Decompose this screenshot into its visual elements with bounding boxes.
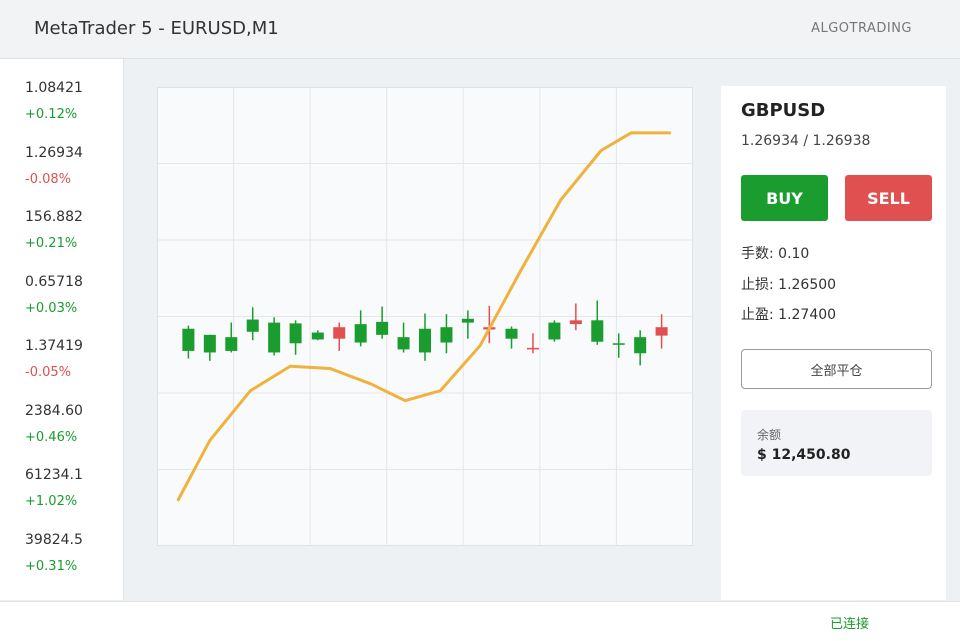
symbol: GBPUSD — [741, 100, 826, 121]
candle-body — [397, 337, 410, 350]
order-field: 手数: 0.10 — [741, 246, 810, 262]
header: MetaTrader 5 - EURUSD,M1 ALGOTRADING — [0, 0, 960, 59]
order-field: 止损: 1.26500 — [741, 276, 837, 293]
candle-body — [461, 318, 474, 323]
candle-body — [203, 334, 216, 353]
candle-body — [182, 328, 195, 351]
watch-price[interactable]: 39824.5 — [25, 531, 83, 548]
candle-body — [354, 324, 367, 343]
watch-price[interactable]: 2384.60 — [25, 402, 83, 419]
chart — [157, 87, 693, 546]
watch-change: -0.08% — [25, 171, 71, 187]
watch-change: +0.03% — [25, 300, 78, 316]
candle-body — [268, 322, 281, 353]
candle-body — [655, 327, 668, 336]
watchlist: 1.08421 +0.12% 1.26934 -0.08% 156.882 +0.21% 0… — [0, 59, 124, 600]
candle-body — [440, 327, 453, 343]
watch-price[interactable]: 1.26934 — [25, 144, 83, 161]
candle-body — [548, 322, 561, 340]
balance-label: 余额 — [757, 428, 782, 442]
watch-price[interactable]: 1.08421 — [25, 80, 83, 96]
candle-body — [333, 327, 346, 339]
watch-change: +0.21% — [25, 236, 78, 251]
watch-price[interactable]: 61234.1 — [25, 467, 83, 483]
candle-body — [419, 328, 431, 353]
candle-body — [612, 343, 625, 345]
candle-body — [634, 337, 647, 354]
balance-value: $ 12,450.80 — [757, 447, 851, 463]
sell-button[interactable]: SELL — [845, 175, 932, 221]
candle-body — [376, 321, 389, 335]
brand: ALGOTRADING — [811, 21, 912, 36]
candle-body — [505, 328, 518, 339]
watch-change: -0.05% — [25, 365, 71, 380]
balance-box: 余额 $ 12,450.80 — [741, 410, 932, 476]
watch-change: +0.12% — [25, 107, 78, 122]
candle-body — [569, 320, 582, 325]
app-title: MetaTrader 5 - EURUSD,M1 — [34, 18, 279, 39]
connection-status: 已连接 — [830, 617, 870, 632]
indicator-line — [176, 131, 671, 502]
candle-body — [311, 332, 324, 340]
watch-change: +1.02% — [25, 494, 78, 509]
quote: 1.26934 / 1.26938 — [741, 133, 871, 149]
status-bar: 已连接 — [0, 601, 960, 641]
order-field: 止盈: 1.27400 — [741, 307, 837, 323]
watch-change: +0.46% — [25, 429, 78, 445]
watch-price[interactable]: 0.65718 — [25, 273, 83, 290]
candle-body — [246, 319, 259, 332]
buy-button[interactable]: BUY — [741, 175, 828, 221]
candle-body — [289, 323, 302, 344]
watch-change: +0.31% — [25, 558, 78, 574]
candle-body — [225, 337, 238, 351]
candle-body — [591, 320, 604, 342]
watch-price[interactable]: 1.37419 — [25, 338, 83, 354]
order-panel: GBPUSD 1.26934 / 1.26938 BUY SELL 全部平仓 余… — [721, 86, 946, 600]
watch-price[interactable]: 156.882 — [25, 209, 83, 225]
candle-body — [526, 347, 539, 350]
close-all-button[interactable]: 全部平仓 — [741, 349, 932, 389]
